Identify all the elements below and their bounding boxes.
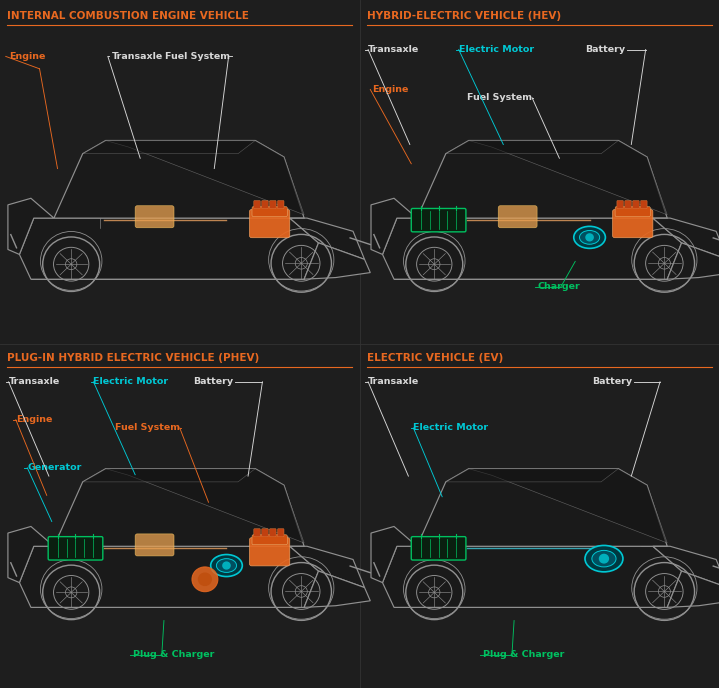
Text: Battery: Battery [193,377,234,387]
Ellipse shape [216,559,237,572]
Text: Charger: Charger [538,282,580,292]
FancyBboxPatch shape [613,209,653,238]
Text: Fuel System: Fuel System [467,93,532,103]
Polygon shape [371,198,417,255]
FancyBboxPatch shape [254,528,260,537]
Text: Transaxle: Transaxle [368,377,419,387]
Circle shape [198,572,212,586]
Polygon shape [469,140,667,215]
FancyBboxPatch shape [633,200,639,208]
Polygon shape [290,546,365,588]
FancyBboxPatch shape [641,200,647,208]
Polygon shape [667,243,719,279]
Polygon shape [653,546,719,588]
Polygon shape [417,140,667,218]
Circle shape [585,233,594,241]
Polygon shape [8,198,54,255]
Polygon shape [667,571,719,608]
Circle shape [599,554,609,563]
Polygon shape [653,218,719,259]
Text: Fuel System: Fuel System [165,52,230,61]
Polygon shape [290,218,365,259]
Ellipse shape [580,230,600,244]
Text: Transaxle: Transaxle [111,52,162,61]
FancyBboxPatch shape [278,528,284,537]
Text: Electric Motor: Electric Motor [93,377,168,387]
Polygon shape [469,469,667,543]
FancyBboxPatch shape [262,528,268,537]
Text: Transaxle: Transaxle [368,45,419,54]
FancyBboxPatch shape [278,200,284,208]
Text: Battery: Battery [592,377,633,387]
FancyBboxPatch shape [249,209,290,238]
Text: Fuel System: Fuel System [115,423,180,433]
Text: Plug & Charger: Plug & Charger [133,650,214,660]
Polygon shape [383,218,682,279]
FancyBboxPatch shape [135,534,174,556]
Polygon shape [304,243,370,279]
Polygon shape [83,140,255,153]
Text: HYBRID-ELECTRIC VEHICLE (HEV): HYBRID-ELECTRIC VEHICLE (HEV) [367,10,561,21]
Polygon shape [54,469,304,546]
FancyBboxPatch shape [411,537,466,560]
Ellipse shape [211,555,242,577]
Polygon shape [446,469,618,482]
Text: Transaxle: Transaxle [9,377,60,387]
Polygon shape [106,140,304,215]
Text: Engine: Engine [16,415,52,424]
Polygon shape [383,546,682,608]
FancyBboxPatch shape [249,538,290,566]
Text: Electric Motor: Electric Motor [413,423,488,433]
Polygon shape [83,469,255,482]
Ellipse shape [574,226,605,248]
Text: Electric Motor: Electric Motor [459,45,533,54]
Polygon shape [19,218,319,279]
Text: PLUG-IN HYBRID ELECTRIC VEHICLE (PHEV): PLUG-IN HYBRID ELECTRIC VEHICLE (PHEV) [7,353,260,363]
FancyBboxPatch shape [270,200,276,208]
FancyBboxPatch shape [252,535,287,545]
FancyBboxPatch shape [252,206,287,217]
Polygon shape [106,469,304,543]
Polygon shape [304,571,370,608]
Ellipse shape [585,546,623,572]
Circle shape [192,567,218,592]
Text: Battery: Battery [585,45,626,54]
Text: Engine: Engine [9,52,45,61]
Polygon shape [19,546,319,608]
Text: Generator: Generator [27,463,82,473]
FancyBboxPatch shape [48,537,103,560]
Text: Plug & Charger: Plug & Charger [483,650,564,660]
Polygon shape [446,140,618,153]
Text: Engine: Engine [372,85,409,94]
Polygon shape [8,526,54,583]
Text: ELECTRIC VEHICLE (EV): ELECTRIC VEHICLE (EV) [367,353,503,363]
FancyBboxPatch shape [254,200,260,208]
FancyBboxPatch shape [625,200,631,208]
Polygon shape [371,526,417,583]
Text: INTERNAL COMBUSTION ENGINE VEHICLE: INTERNAL COMBUSTION ENGINE VEHICLE [7,10,249,21]
Ellipse shape [592,550,616,567]
FancyBboxPatch shape [135,206,174,228]
Polygon shape [417,469,667,546]
FancyBboxPatch shape [498,206,537,228]
Circle shape [222,561,231,570]
FancyBboxPatch shape [411,208,466,232]
FancyBboxPatch shape [617,200,623,208]
FancyBboxPatch shape [262,200,268,208]
Polygon shape [54,140,304,218]
FancyBboxPatch shape [270,528,276,537]
FancyBboxPatch shape [615,206,650,217]
